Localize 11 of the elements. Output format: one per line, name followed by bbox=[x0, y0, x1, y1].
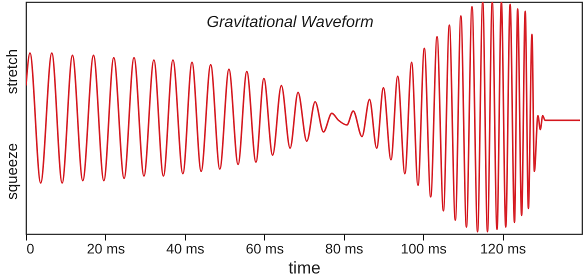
text: squeeze bbox=[4, 143, 21, 200]
x-tick-label: 20 ms bbox=[86, 240, 125, 256]
text: stretch bbox=[4, 49, 21, 94]
x-tick-label: 40 ms bbox=[166, 240, 204, 256]
x-tick-label: 60 ms bbox=[246, 240, 284, 256]
x-tick-label: 0 bbox=[26, 240, 34, 256]
text: Gravitational Waveform bbox=[206, 14, 374, 31]
x-tick-label: 120 ms bbox=[480, 240, 526, 256]
x-tick-label: 100 ms bbox=[400, 240, 447, 256]
x-axis-title: time bbox=[288, 258, 321, 277]
x-tick-label: 80 ms bbox=[325, 240, 364, 256]
